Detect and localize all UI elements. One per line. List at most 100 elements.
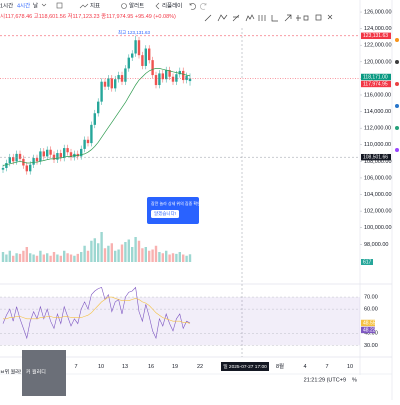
- candle-body: [1, 167, 5, 170]
- legend-value: 118,601.56: [39, 14, 66, 20]
- legend-value: 117,974.95: [106, 14, 133, 20]
- volume-bar: [56, 254, 59, 262]
- y-tick-label: 122,000.00: [364, 43, 392, 49]
- candle-body: [86, 139, 90, 144]
- candle-body: [15, 153, 18, 162]
- volume-bar: [97, 243, 100, 262]
- candle-body: [185, 75, 188, 81]
- candle-body: [120, 75, 124, 82]
- candle-body: [165, 70, 168, 80]
- legend-label: 종: [101, 13, 106, 20]
- candle-body: [168, 70, 171, 77]
- price-tag: [361, 80, 391, 88]
- time-cursor-box: [221, 362, 269, 371]
- candle-body: [182, 70, 185, 81]
- interval[interactable]: 1시간: [0, 1, 13, 9]
- volume-bar: [80, 252, 83, 262]
- x-tick-label: 8월: [276, 362, 284, 370]
- right-sidebar: [395, 38, 399, 152]
- y-tick-label: 98,000.00: [364, 242, 388, 248]
- volume-bar: [49, 255, 52, 262]
- notice-button[interactable]: [151, 210, 179, 218]
- text-tool[interactable]: [296, 15, 309, 21]
- ruler-tool[interactable]: [258, 15, 266, 21]
- volume-bar: [137, 240, 141, 262]
- clock: 21:21:29 (UTC+9: [304, 377, 346, 383]
- indicator-icon[interactable]: [79, 3, 89, 9]
- interval[interactable]: 날: [33, 1, 38, 9]
- trend-line-tool[interactable]: [204, 14, 212, 22]
- candle-body: [161, 73, 164, 80]
- candle-body: [188, 78, 192, 82]
- replay-button[interactable]: 리플레이: [162, 1, 182, 9]
- dropdown-icon[interactable]: [41, 3, 47, 7]
- volume-bar: [110, 243, 113, 262]
- shape-tool[interactable]: [315, 14, 322, 21]
- y-tick-label: 114,000.00: [364, 109, 391, 115]
- sidebar-icon[interactable]: [395, 82, 399, 86]
- candle-body: [154, 75, 158, 86]
- fib-tool[interactable]: [232, 14, 240, 22]
- x-tick-label: 22: [197, 364, 203, 370]
- alert-icon[interactable]: [121, 3, 127, 9]
- candle-body: [59, 153, 62, 159]
- candle-body: [63, 148, 66, 159]
- volume-bar: [165, 250, 168, 262]
- candle-body: [151, 60, 154, 76]
- sidebar-icon[interactable]: [395, 38, 399, 42]
- volume-bar: [63, 250, 66, 262]
- replay-icon[interactable]: [155, 2, 160, 10]
- legend-label: 고: [34, 13, 39, 20]
- candle-body: [124, 68, 127, 82]
- redo-icon[interactable]: [200, 3, 207, 10]
- pattern-tool[interactable]: [245, 14, 255, 22]
- volume-bar: [52, 252, 56, 262]
- x-tick-label: 10: [347, 364, 353, 370]
- y-tick-label: 102,000.00: [364, 209, 392, 215]
- volume-tag: [361, 259, 373, 265]
- close-tool[interactable]: [327, 14, 333, 20]
- volume-bar: [103, 248, 107, 262]
- candle-body: [114, 79, 117, 89]
- rsi-tag: [361, 319, 375, 327]
- volume-bar: [134, 237, 137, 262]
- volume-bar: [83, 245, 86, 262]
- volume-bar: [25, 247, 28, 262]
- undo-icon[interactable]: [189, 3, 196, 10]
- rsi-tag-label: 48.55: [363, 320, 376, 326]
- alerts-button[interactable]: 알러트: [129, 1, 144, 9]
- percent-toggle[interactable]: %: [352, 377, 357, 383]
- legend-change: +95.49 (+0.08%): [135, 14, 176, 20]
- measure-tool[interactable]: [271, 15, 278, 22]
- ad-image-text[interactable]: 커 월러디: [26, 368, 46, 375]
- sidebar-icon[interactable]: [395, 104, 399, 108]
- candle-body: [69, 152, 73, 158]
- candle-body: [137, 40, 141, 56]
- sidebar-icon[interactable]: [395, 126, 399, 130]
- y-tick-label: 108,000.00: [364, 159, 392, 165]
- volume-bar: [39, 250, 42, 262]
- price-tag: [361, 153, 391, 161]
- chart-type-icon[interactable]: [56, 2, 63, 9]
- candle-body: [100, 81, 103, 102]
- sidebar-icon[interactable]: [395, 60, 399, 64]
- candle-body: [35, 158, 39, 162]
- sidebar-icon[interactable]: [395, 148, 399, 152]
- candle-body: [117, 75, 120, 80]
- path-tool[interactable]: [217, 14, 228, 22]
- arrow-tool[interactable]: [284, 14, 292, 22]
- interval[interactable]: 4시간: [17, 1, 30, 9]
- indicators-button[interactable]: 지표: [90, 1, 100, 9]
- ad-image[interactable]: [22, 350, 66, 396]
- volume-bar: [117, 249, 120, 262]
- ad-caption[interactable]: ㅂ위 월러!: [0, 368, 21, 375]
- volume-bar: [73, 255, 76, 262]
- y-tick-label: 100,000.00: [364, 225, 392, 231]
- volume-bar: [35, 255, 39, 262]
- notice-button-label[interactable]: 알겠습니다!: [154, 210, 176, 217]
- volume-bar: [188, 254, 192, 262]
- volume-bar: [168, 254, 171, 262]
- candle-body: [175, 74, 178, 82]
- volume-bar: [171, 253, 175, 262]
